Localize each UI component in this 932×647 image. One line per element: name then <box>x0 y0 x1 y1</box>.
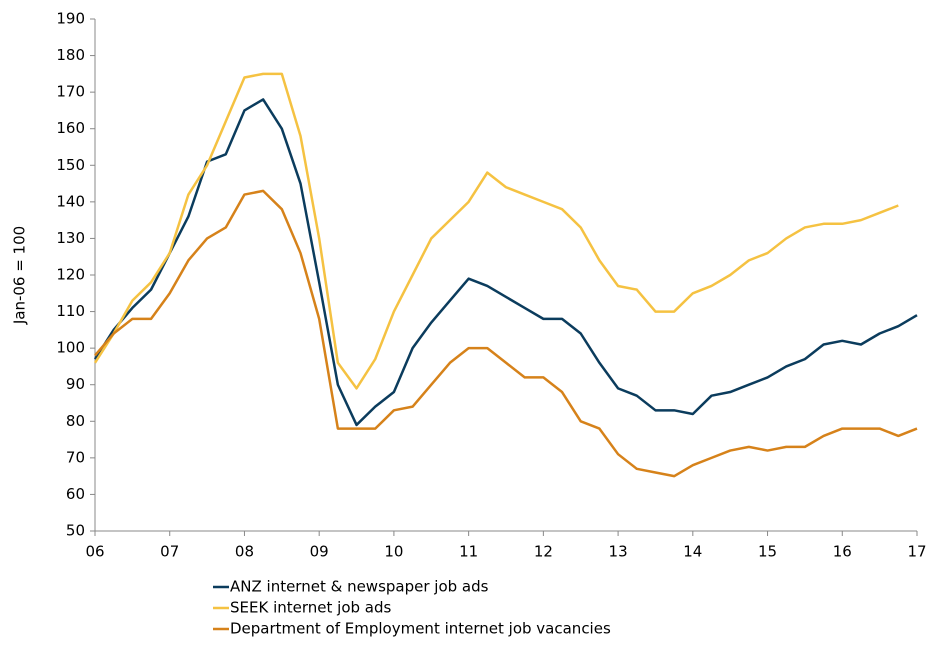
series-line <box>93 98 918 427</box>
series-line <box>93 72 899 390</box>
legend-label: SEEK internet job ads <box>230 599 392 617</box>
y-tick-label: 50 <box>66 522 85 540</box>
x-tick-label: 16 <box>833 543 852 561</box>
x-tick-label: 11 <box>459 543 478 561</box>
series-line <box>94 189 918 478</box>
y-tick-label: 170 <box>56 83 85 101</box>
y-tick-label: 180 <box>56 46 85 64</box>
y-tick-label: 70 <box>66 448 85 466</box>
x-tick-label: 09 <box>310 543 329 561</box>
x-tick-label: 14 <box>683 543 702 561</box>
y-tick-label: 130 <box>56 229 85 247</box>
x-tick-label: 15 <box>758 543 777 561</box>
x-tick-label: 13 <box>609 543 628 561</box>
x-tick-label: 12 <box>534 543 553 561</box>
y-tick-label: 100 <box>56 339 85 357</box>
y-tick-label: 60 <box>66 485 85 503</box>
y-tick-label: 140 <box>56 192 85 210</box>
y-tick-label: 120 <box>56 266 85 284</box>
y-tick-label: 150 <box>56 156 85 174</box>
y-tick-label: 190 <box>56 10 85 28</box>
legend-label: ANZ internet & newspaper job ads <box>230 578 489 596</box>
x-tick-label: 10 <box>384 543 403 561</box>
x-tick-label: 06 <box>85 543 104 561</box>
y-axis-label: Jan-06 = 100 <box>11 226 29 325</box>
y-tick-label: 110 <box>56 302 85 320</box>
y-tick-label: 90 <box>66 375 85 393</box>
x-tick-label: 08 <box>235 543 254 561</box>
y-tick-label: 160 <box>56 119 85 137</box>
x-tick-label: 17 <box>907 543 926 561</box>
legend-label: Department of Employment internet job va… <box>230 620 611 638</box>
y-tick-label: 80 <box>66 412 85 430</box>
x-tick-label: 07 <box>160 543 179 561</box>
